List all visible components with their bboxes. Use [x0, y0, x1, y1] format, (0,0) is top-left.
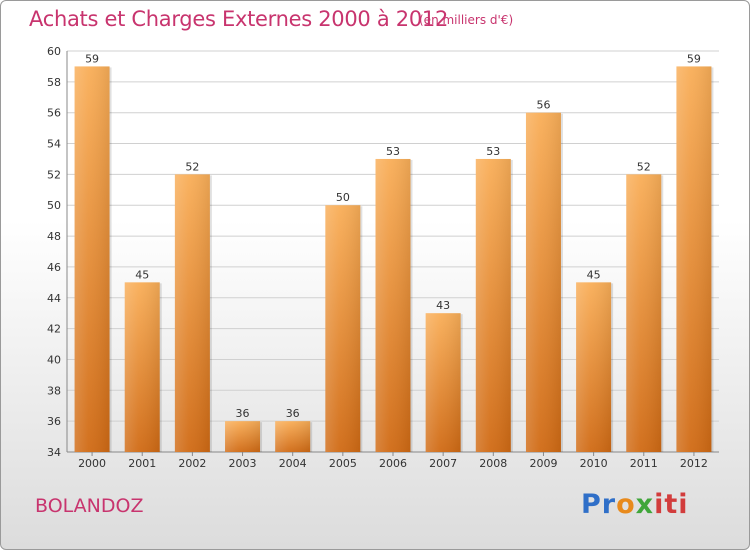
bar-2008 — [475, 158, 513, 452]
bar-value-label: 53 — [486, 145, 500, 158]
bar-shine — [425, 313, 461, 452]
axes: 34 36 38 40 42 44 46 48 50 52 54 56 58 60 2000 2001 2002… — [47, 45, 719, 470]
bar-value-label: 36 — [236, 407, 250, 420]
bar-value-label: 53 — [386, 145, 400, 158]
bar-shine — [225, 421, 261, 452]
x-tick-label: 2011 — [630, 457, 658, 470]
y-tick-label: 46 — [47, 261, 61, 274]
bar-2003 — [225, 421, 263, 452]
labels: 59 45 52 36 36 50 53 43 53 56 45 52 59 — [85, 52, 701, 420]
bar-2004 — [275, 421, 313, 452]
x-tick-label: 2010 — [580, 457, 608, 470]
bar-shine — [676, 66, 712, 452]
y-tick-label: 44 — [47, 292, 61, 305]
chart-subtitle: (en milliers d'€) — [419, 13, 514, 27]
bar-value-label: 50 — [336, 191, 350, 204]
bar-shine — [626, 174, 662, 452]
bar-shine — [74, 66, 110, 452]
bar-value-label: 52 — [185, 160, 199, 173]
bar-shine — [375, 158, 411, 452]
bar-shine — [325, 205, 361, 452]
bar-shine — [275, 421, 311, 452]
logo-part-4: iti — [654, 489, 689, 520]
y-tick-label: 60 — [47, 45, 61, 58]
bar-value-label: 59 — [85, 52, 99, 65]
y-tick-label: 48 — [47, 230, 61, 243]
y-tick-label: 34 — [47, 446, 61, 459]
bars — [74, 66, 714, 452]
x-tick-label: 2006 — [379, 457, 407, 470]
commune-name: BOLANDOZ — [35, 495, 144, 517]
bar-shine — [525, 112, 561, 452]
x-tick-label: 2000 — [78, 457, 106, 470]
proxiti-logo: Proxiti — [581, 489, 689, 520]
y-tick-label: 56 — [47, 107, 61, 120]
y-tick-label: 40 — [47, 353, 61, 366]
y-tick-label: 52 — [47, 168, 61, 181]
bar-2011 — [626, 174, 664, 452]
bar-value-label: 56 — [536, 99, 550, 112]
x-tick-label: 2002 — [178, 457, 206, 470]
bar-2010 — [576, 282, 614, 452]
y-tick-label: 50 — [47, 199, 61, 212]
x-tick-label: 2001 — [128, 457, 156, 470]
bar-shine — [174, 174, 210, 452]
bar-shine — [124, 282, 160, 452]
bar-value-label: 36 — [286, 407, 300, 420]
bar-value-label: 43 — [436, 299, 450, 312]
bar-value-label: 45 — [587, 268, 601, 281]
y-tick-label: 42 — [47, 323, 61, 336]
logo-part-3: x — [635, 489, 655, 520]
bar-2006 — [375, 158, 413, 452]
y-tick-label: 54 — [47, 138, 61, 151]
x-tick-label: 2003 — [229, 457, 257, 470]
bar-value-label: 52 — [637, 160, 651, 173]
bar-2007 — [425, 313, 463, 452]
bar-2000 — [74, 66, 112, 452]
logo-part-1: Pr — [581, 489, 617, 520]
x-tick-label: 2008 — [479, 457, 507, 470]
x-tick-label: 2012 — [680, 457, 708, 470]
bar-2001 — [124, 282, 162, 452]
bar-shine — [475, 158, 511, 452]
y-tick-label: 58 — [47, 76, 61, 89]
x-tick-label: 2007 — [429, 457, 457, 470]
chart-title: Achats et Charges Externes 2000 à 2012 — [29, 7, 449, 31]
logo-part-2: o — [616, 489, 636, 520]
x-tick-label: 2009 — [529, 457, 557, 470]
bar-value-label: 59 — [687, 52, 701, 65]
y-tick-label: 38 — [47, 384, 61, 397]
bar-2009 — [525, 112, 563, 452]
bar-2005 — [325, 205, 363, 452]
bar-2012 — [676, 66, 714, 452]
y-tick-label: 36 — [47, 415, 61, 428]
bar-2002 — [174, 174, 212, 452]
x-tick-label: 2004 — [279, 457, 307, 470]
bar-shine — [576, 282, 612, 452]
bar-value-label: 45 — [135, 268, 149, 281]
x-tick-label: 2005 — [329, 457, 357, 470]
